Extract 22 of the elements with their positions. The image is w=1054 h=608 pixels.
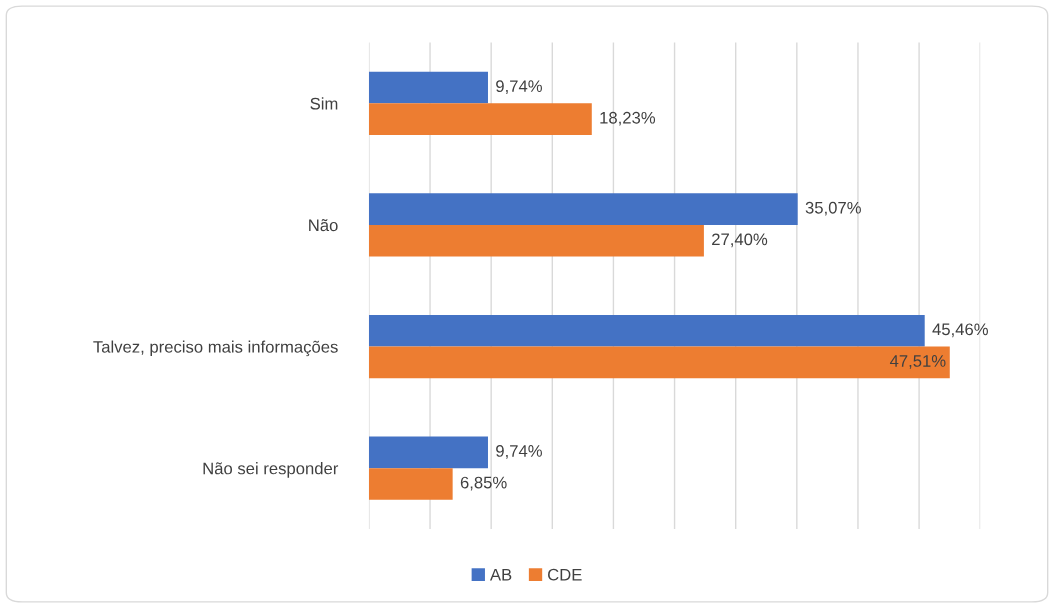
data-label: 9,74% [496, 80, 542, 94]
bar [368, 224, 704, 257]
bar [368, 436, 488, 469]
bar [368, 346, 950, 379]
data-label: 47,51% [889, 355, 946, 369]
bar [368, 103, 592, 135]
data-label: 27,40% [712, 233, 768, 248]
bar [368, 468, 453, 500]
data-label: 9,74% [496, 445, 542, 459]
y-tick-label: Sim [310, 97, 338, 110]
bar [368, 71, 488, 104]
data-label: 18,23% [600, 111, 656, 126]
legend-label: AB [489, 568, 512, 581]
data-label: 6,85% [460, 476, 507, 491]
y-tick-label: Não [309, 219, 338, 232]
y-tick-label: Não sei responder [203, 462, 339, 478]
legend-label: CDE [548, 568, 582, 581]
bar [368, 193, 798, 225]
bar [368, 314, 925, 347]
data-label: 45,46% [932, 323, 988, 338]
data-label: 35,07% [805, 201, 861, 216]
y-tick-label: Talvez, preciso mais informações [93, 340, 338, 357]
